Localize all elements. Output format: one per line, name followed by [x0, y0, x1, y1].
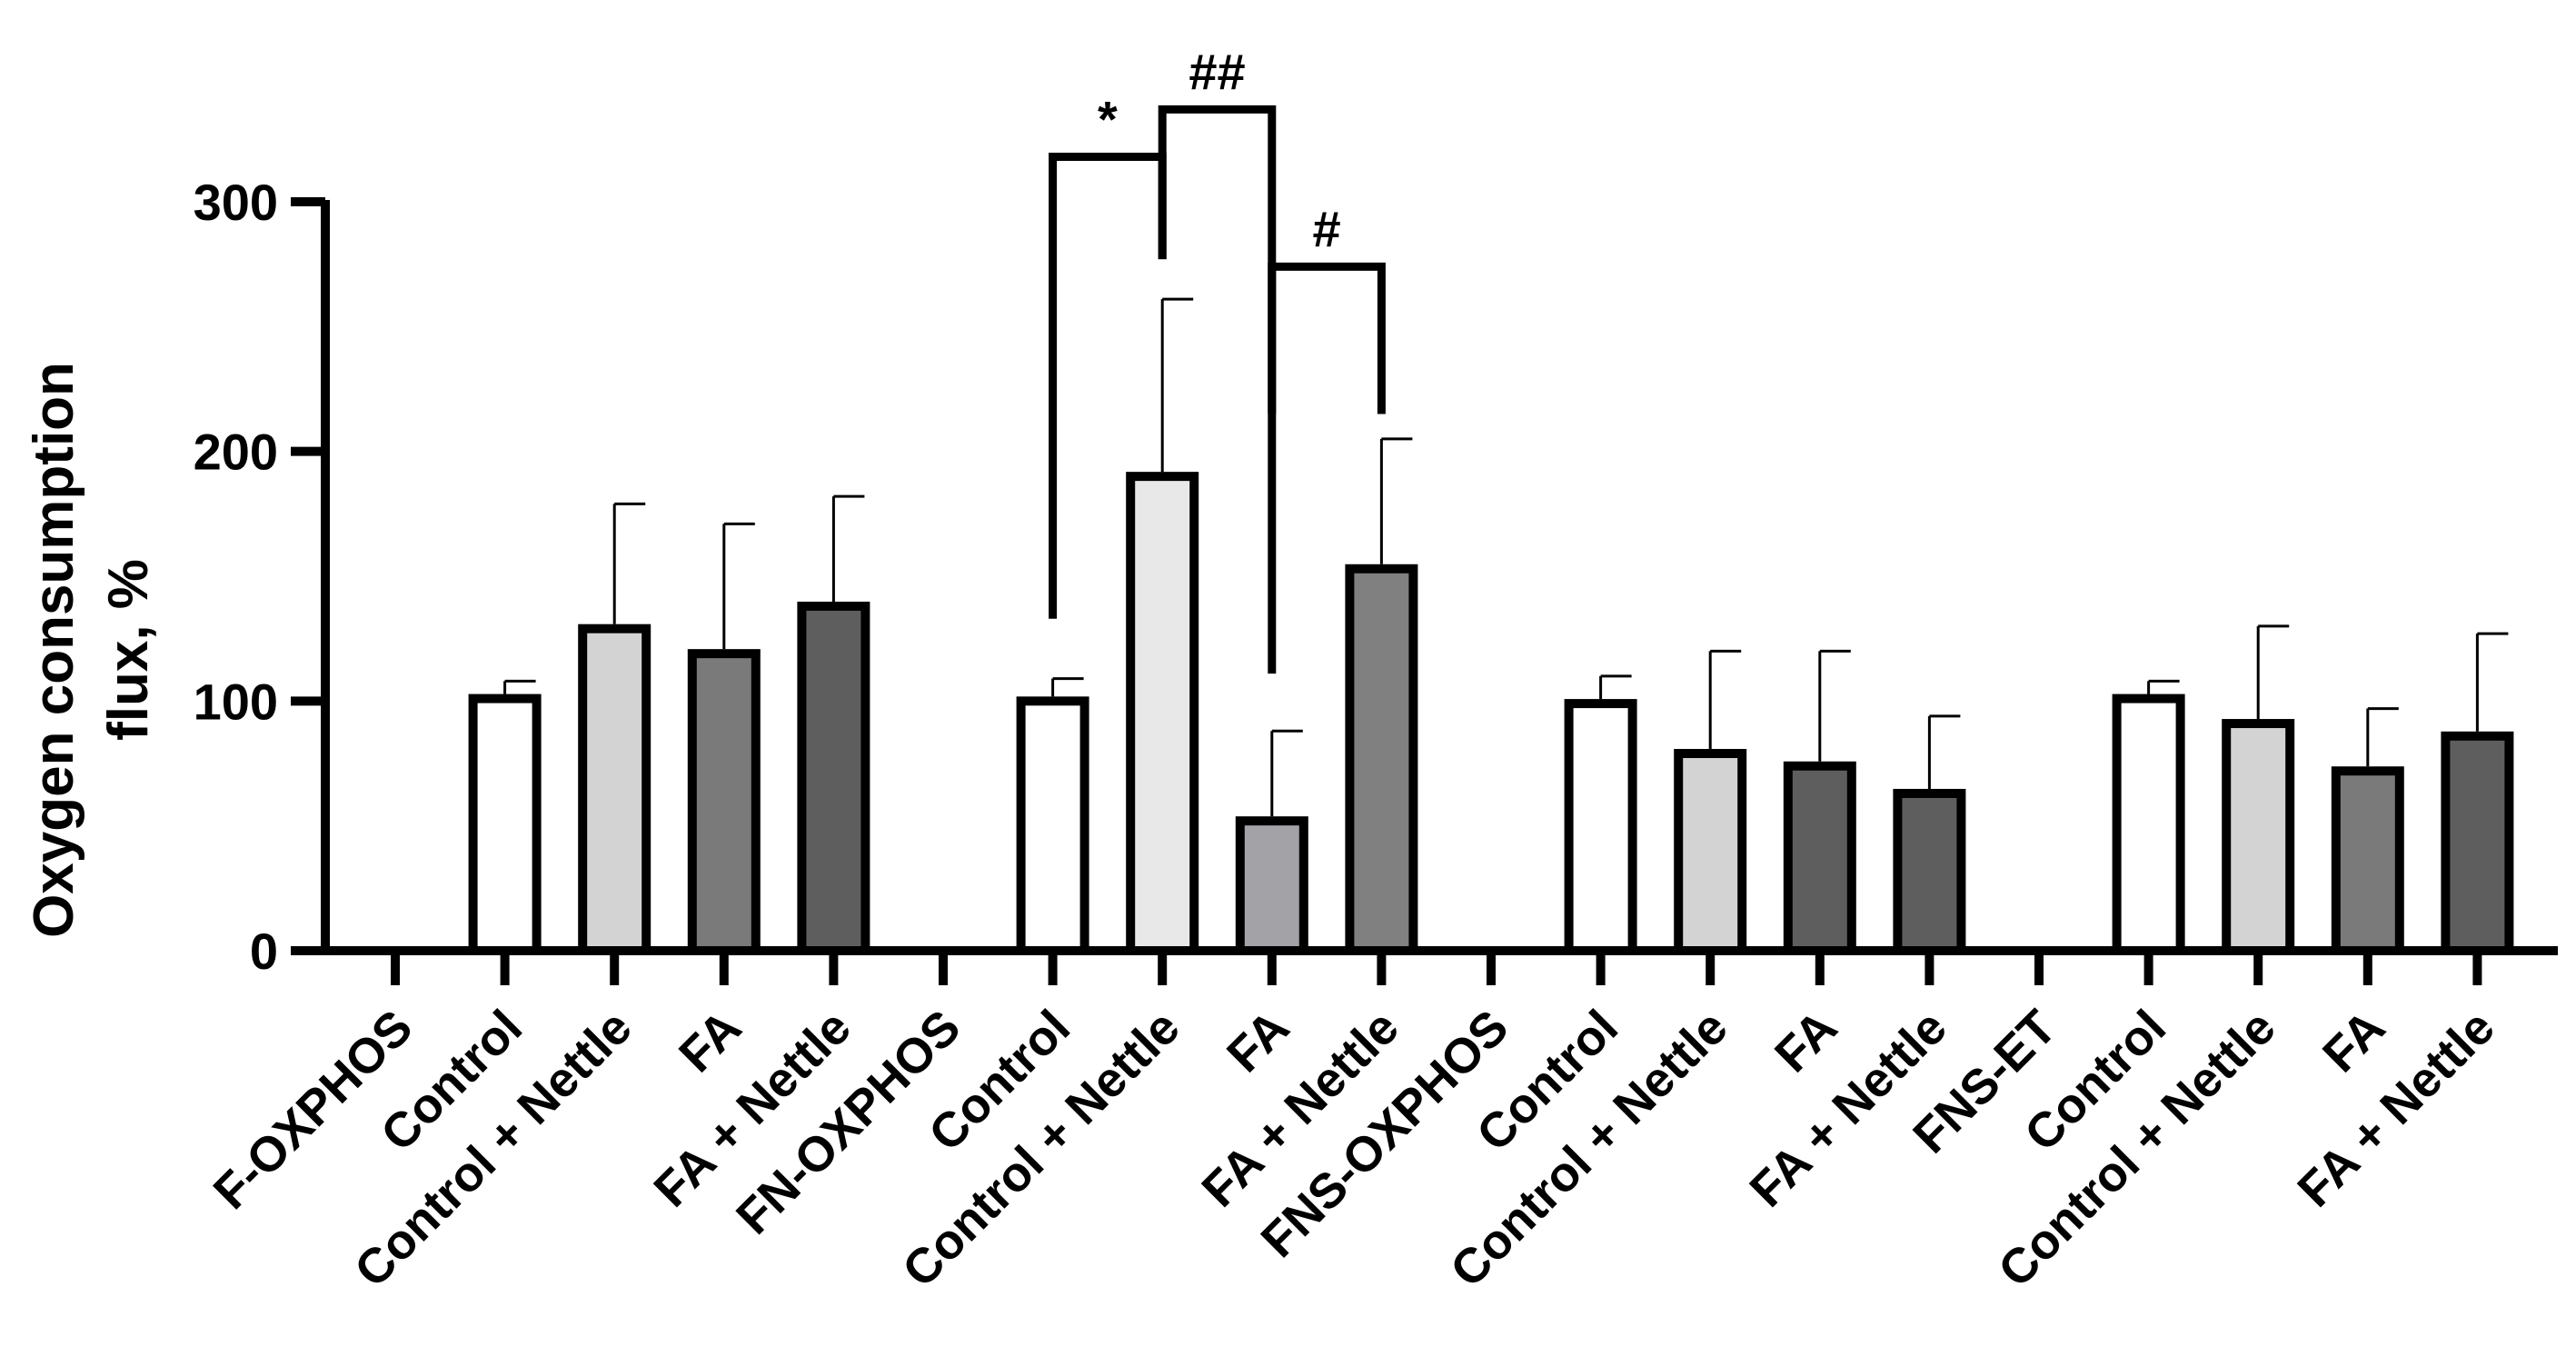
bar	[1235, 816, 1308, 955]
bar	[2331, 766, 2404, 955]
bar	[1893, 788, 1966, 956]
bar	[1126, 472, 1199, 955]
bars	[468, 472, 2514, 956]
y-axis-label-line-1: Oxygen consumption	[23, 362, 85, 938]
y-tick-label: 0	[250, 923, 278, 980]
bar	[1783, 761, 1856, 955]
bar	[797, 601, 870, 956]
bar	[1345, 564, 1418, 955]
y-tick-label: 200	[194, 424, 278, 481]
bar	[1564, 699, 1637, 956]
x-tick-label: FA	[1217, 1000, 1299, 1083]
significance-label: *	[1098, 91, 1118, 148]
significance-bracket	[1268, 262, 1386, 414]
bar	[468, 693, 542, 955]
significance-brackets: *###	[1049, 43, 1386, 674]
x-tick-label: FA	[1765, 1000, 1847, 1083]
x-axis	[321, 946, 2558, 985]
y-axis-label-line-2: flux, %	[97, 559, 160, 741]
bar	[687, 649, 761, 955]
x-tick-label: FA + Nettle	[2287, 1000, 2504, 1217]
bar	[2112, 693, 2185, 955]
y-axis: 0 100 200 300	[194, 174, 330, 980]
y-tick-label: 300	[194, 174, 278, 231]
bar	[2441, 731, 2514, 956]
y-tick-label: 100	[194, 673, 278, 730]
bar	[2222, 719, 2295, 956]
bar	[1016, 696, 1089, 955]
x-tick-label: FA	[669, 1000, 751, 1083]
bar	[1674, 749, 1747, 955]
significance-label: #	[1313, 200, 1341, 257]
significance-label: ##	[1189, 43, 1245, 100]
bar	[578, 624, 651, 955]
error-bars	[503, 297, 2509, 817]
x-tick-label: FA	[2312, 1000, 2395, 1083]
